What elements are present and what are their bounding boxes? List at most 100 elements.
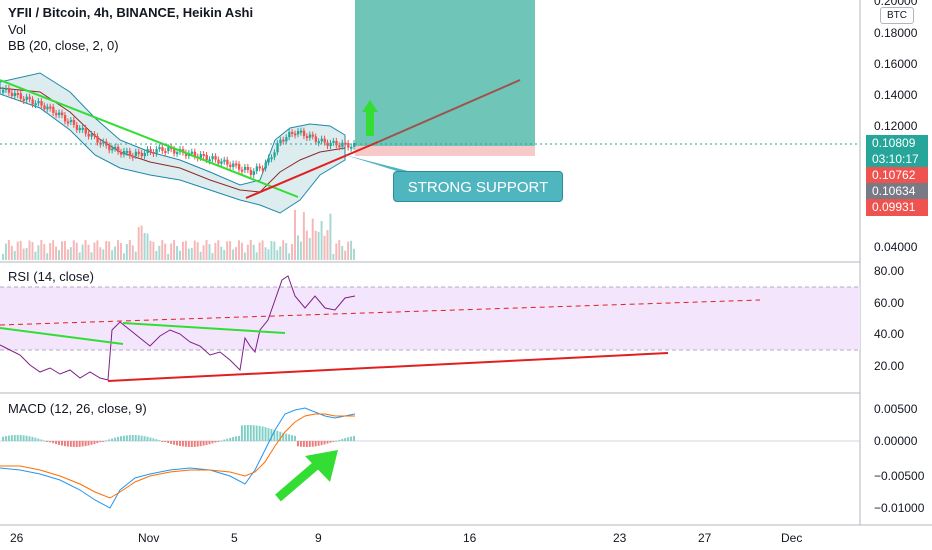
- macd-hist-bar: [294, 435, 296, 441]
- volume-bar: [202, 245, 205, 260]
- volume-bar: [255, 252, 258, 260]
- candle: [75, 124, 79, 130]
- candle-series: [2, 84, 356, 178]
- macd-hist-bar: [202, 441, 205, 446]
- volume-label: Vol: [8, 22, 27, 37]
- macd-hist-bar: [305, 441, 308, 447]
- macd-hist-bar: [350, 436, 353, 441]
- macd-hist-bar: [164, 441, 167, 443]
- volume-bar: [246, 244, 249, 260]
- rsi-dashed-trendline[interactable]: [0, 299, 761, 326]
- volume-bar: [323, 235, 326, 260]
- macd-hist-bar: [69, 441, 72, 447]
- candle: [235, 163, 238, 166]
- volume-bar: [128, 240, 131, 260]
- macd-hist-bar: [120, 436, 122, 441]
- trendline-green[interactable]: [0, 79, 299, 198]
- projection-line[interactable]: [377, 79, 521, 143]
- candle: [276, 143, 279, 153]
- macd-hist-bar: [22, 435, 25, 441]
- support-trendline[interactable]: [245, 141, 379, 199]
- macd-hist-bar: [108, 439, 111, 441]
- volume-bar: [37, 245, 40, 260]
- target-zone[interactable]: [355, 0, 535, 146]
- volume-bar: [81, 244, 84, 260]
- macd-hist-bar: [285, 433, 288, 441]
- time-tick: Dec: [781, 531, 803, 545]
- candle: [320, 138, 323, 142]
- volume-bar: [13, 250, 16, 260]
- rsi-support-line[interactable]: [107, 352, 669, 382]
- candle: [297, 131, 300, 135]
- macd-hist-bar: [99, 441, 102, 443]
- macd-hist-bar: [320, 441, 323, 446]
- time-tick: 16: [463, 531, 477, 545]
- macd-hist-bar: [81, 441, 84, 447]
- macd-hist-bar: [220, 440, 223, 442]
- macd-hist-bar: [19, 435, 22, 441]
- volume-bar: [226, 241, 229, 260]
- volume-bar: [161, 240, 164, 260]
- price-tick: 0.18000: [874, 26, 918, 40]
- candle: [308, 134, 312, 138]
- macd-hist-bar: [111, 438, 114, 441]
- macd-hist-bar: [84, 441, 87, 447]
- stop-zone[interactable]: [355, 146, 535, 156]
- candle: [305, 136, 309, 139]
- macd-hist-bar: [288, 434, 291, 441]
- volume-bar: [190, 247, 193, 260]
- macd-hist-bar: [208, 441, 211, 445]
- volume-bar: [108, 241, 111, 260]
- candle: [311, 134, 315, 137]
- volume-bar: [58, 250, 60, 260]
- macd-hist-bar: [267, 428, 270, 441]
- strong-support-callout[interactable]: STRONG SUPPORT: [393, 171, 563, 202]
- volume-bar: [22, 248, 25, 260]
- time-tick: 5: [231, 531, 238, 545]
- candle: [140, 152, 143, 157]
- rsi-green-line[interactable]: [122, 322, 286, 334]
- volume-bar: [335, 243, 338, 260]
- volume-bar: [181, 241, 184, 260]
- volume-series: [2, 210, 355, 260]
- bollinger-basis: [0, 87, 346, 193]
- macd-hist-bar: [114, 437, 117, 441]
- currency-badge[interactable]: BTC: [880, 7, 914, 24]
- macd-hist-bar: [140, 435, 143, 441]
- volume-bar: [102, 249, 105, 260]
- volume-bar: [52, 240, 55, 260]
- volume-bar: [205, 240, 208, 260]
- volume-bar: [299, 241, 302, 260]
- candle: [214, 156, 217, 160]
- volume-bar: [344, 250, 347, 260]
- macd-hist-bar: [90, 441, 93, 445]
- price-badge: 0.10634: [866, 183, 928, 200]
- candle: [338, 145, 341, 148]
- macd-hist-bar: [205, 441, 208, 445]
- rsi-tick: 80.00: [874, 264, 905, 278]
- macd-hist-bar: [214, 441, 217, 443]
- candle: [220, 161, 223, 164]
- candle: [270, 157, 273, 160]
- macd-hist-bar: [238, 435, 240, 441]
- candle: [246, 166, 250, 171]
- volume-bar: [240, 242, 243, 260]
- macd-hist-bar: [37, 438, 40, 441]
- rsi-green-line-left[interactable]: [0, 327, 124, 345]
- volume-bar: [199, 251, 202, 260]
- volume-bar: [353, 248, 355, 260]
- volume-bar: [2, 254, 4, 260]
- macd-hist-bar: [155, 439, 158, 441]
- volume-bar: [28, 240, 31, 260]
- candle: [314, 136, 318, 142]
- volume-bar: [152, 241, 155, 260]
- macd-hist-bar: [323, 441, 326, 445]
- macd-hist-bar: [347, 437, 350, 441]
- volume-bar: [311, 218, 314, 260]
- candle: [249, 170, 253, 175]
- volume-bar: [320, 221, 323, 260]
- macd-hist-bar: [7, 435, 10, 441]
- macd-hist-bar: [243, 425, 246, 441]
- volume-bar: [232, 249, 235, 260]
